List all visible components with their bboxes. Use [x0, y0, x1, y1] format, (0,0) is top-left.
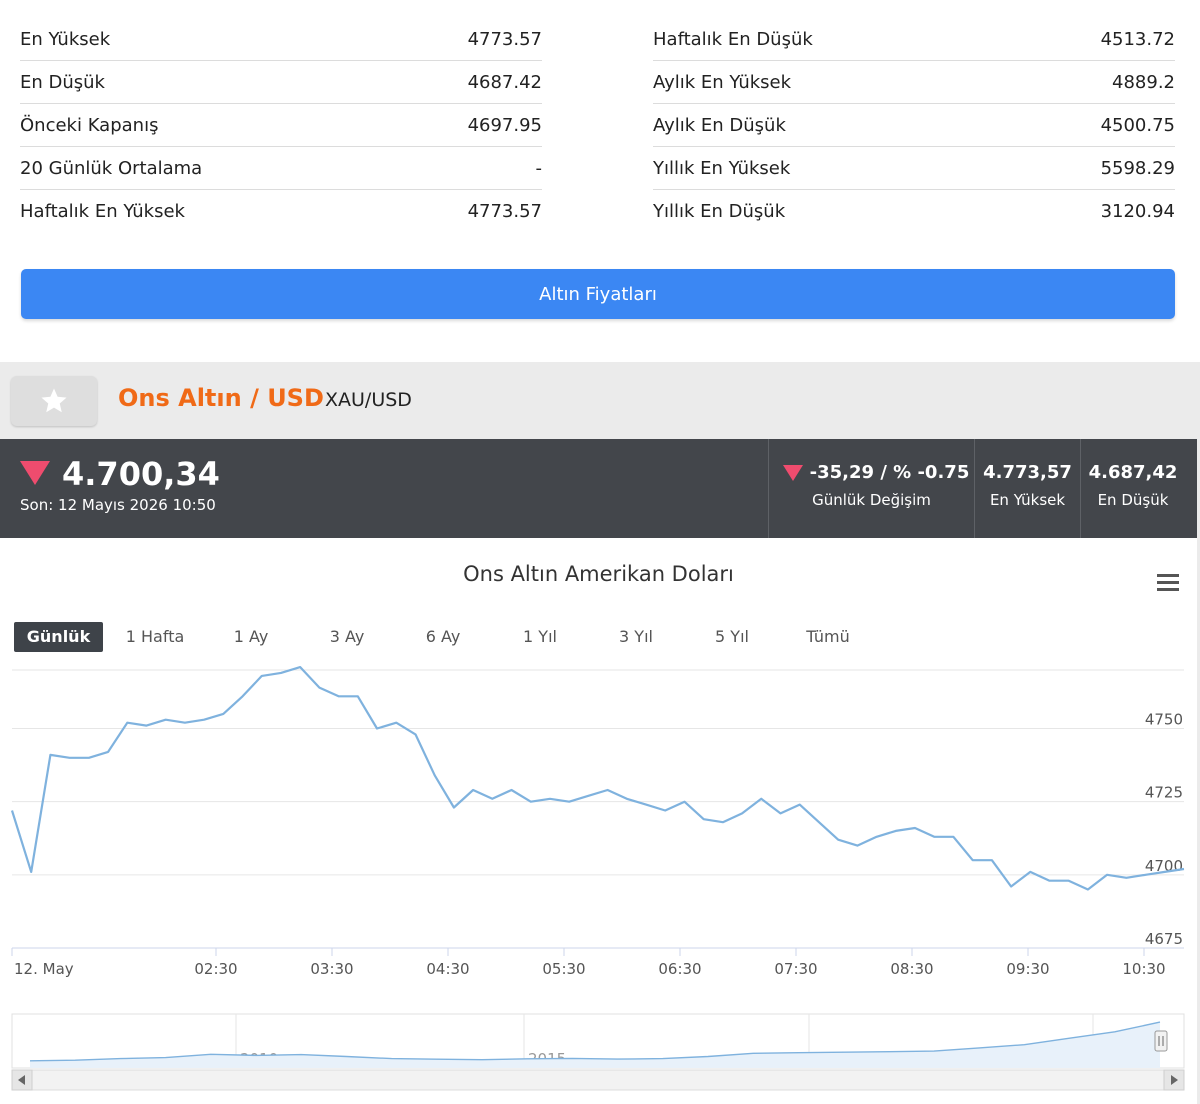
high-value: 4.773,57 [983, 462, 1072, 483]
stat-value: 3120.94 [1100, 201, 1175, 222]
divider [768, 439, 769, 538]
stat-label: 20 Günlük Ortalama [20, 157, 203, 179]
range-button-1-week[interactable]: 1 Hafta [125, 627, 185, 646]
stat-row: Yıllık En Yüksek 5598.29 [653, 147, 1175, 190]
chart-menu-button[interactable] [1155, 572, 1181, 594]
y-tick-label: 4725 [1145, 784, 1183, 802]
scroll-right-icon [1171, 1075, 1178, 1085]
stat-label: Aylık En Düşük [653, 114, 786, 136]
navigator-area [30, 1022, 1160, 1068]
y-tick-label: 4750 [1145, 711, 1183, 729]
x-tick-label: 07:30 [774, 960, 817, 978]
stat-label: En Yüksek [20, 28, 111, 50]
daily-change-cell: -35,29 / % -0.75 Günlük Değişim [769, 439, 974, 538]
stat-label: En Düşük [20, 71, 105, 93]
stat-label: Önceki Kapanış [20, 114, 159, 136]
x-tick-label: 02:30 [194, 960, 237, 978]
x-tick-label: 10:30 [1122, 960, 1165, 978]
range-button-3-years[interactable]: 3 Yıl [619, 627, 653, 646]
stat-label: Haftalık En Düşük [653, 28, 813, 50]
stats-panel: En Yüksek 4773.57 En Düşük 4687.42 Önceki … [0, 0, 1200, 362]
range-button-daily[interactable]: Günlük [14, 622, 103, 652]
range-button-3-months[interactable]: 3 Ay [329, 627, 365, 646]
stat-row: Haftalık En Düşük 4513.72 [653, 18, 1175, 61]
x-tick-label: 03:30 [310, 960, 353, 978]
triangle-down-icon [20, 461, 50, 485]
triangle-down-icon [783, 465, 803, 481]
price-bar: 4.700,34 Son: 12 Mayıs 2026 10:50 -35,29… [0, 439, 1197, 538]
divider [1080, 439, 1081, 538]
daily-change-value: -35,29 / % -0.75 [809, 462, 970, 483]
low-cell: 4.687,42 En Düşük [1081, 439, 1185, 538]
high-cell: 4.773,57 En Yüksek [975, 439, 1080, 538]
scrollbar-track [11, 1069, 1185, 1091]
x-tick-label: 05:30 [542, 960, 585, 978]
gold-prices-button[interactable]: Altın Fiyatları [21, 269, 1175, 319]
favorite-button[interactable] [11, 376, 97, 426]
x-tick-label: 09:30 [1006, 960, 1049, 978]
range-button-1-month[interactable]: 1 Ay [233, 627, 269, 646]
symbol-code: XAU/USD [325, 389, 412, 411]
stat-value: 4687.42 [467, 71, 542, 93]
stats-right-column: Haftalık En Düşük 4513.72 Aylık En Yüksek… [653, 18, 1175, 233]
stat-value: - [535, 157, 543, 179]
star-icon [41, 388, 67, 413]
chart-title: Ons Altın Amerikan Doları [463, 562, 734, 586]
navigator-handle [1154, 1030, 1168, 1052]
stat-value: 4889.2 [1112, 71, 1175, 93]
last-update-time: Son: 12 Mayıs 2026 10:50 [20, 496, 216, 514]
range-button-1-year[interactable]: 1 Yıl [523, 627, 557, 646]
divider [974, 439, 975, 538]
current-price: 4.700,34 [62, 455, 220, 493]
stat-value: 4773.57 [467, 201, 542, 222]
scroll-left-icon [18, 1075, 25, 1085]
range-button-6-months[interactable]: 6 Ay [425, 627, 461, 646]
low-label: En Düşük [1097, 491, 1169, 509]
x-tick-label: 12. May [14, 960, 74, 978]
stat-label: Aylık En Yüksek [653, 71, 792, 93]
stat-value: 4773.57 [467, 28, 542, 50]
stat-label: Yıllık En Yüksek [653, 157, 791, 179]
stat-row: Haftalık En Yüksek 4773.57 [20, 190, 542, 233]
stat-row: Aylık En Düşük 4500.75 [653, 104, 1175, 147]
y-tick-label: 4675 [1145, 930, 1183, 948]
stat-value: 4500.75 [1100, 114, 1175, 136]
x-tick-label: 08:30 [890, 960, 933, 978]
stat-value: 4697.95 [467, 114, 542, 136]
stat-row: En Yüksek 4773.57 [20, 18, 542, 61]
stat-row: Aylık En Yüksek 4889.2 [653, 61, 1175, 104]
symbol-header: Ons Altın / USD XAU/USD [0, 362, 1200, 440]
stat-row: Yıllık En Düşük 3120.94 [653, 190, 1175, 233]
navigator-line [29, 1021, 1161, 1062]
stat-row: En Düşük 4687.42 [20, 61, 542, 104]
range-button-all[interactable]: Tümü [806, 627, 850, 646]
stat-label: Haftalık En Yüksek [20, 201, 185, 222]
daily-change-label: Günlük Değişim [812, 491, 931, 509]
stat-row: Önceki Kapanış 4697.95 [20, 104, 542, 147]
high-label: En Yüksek [989, 491, 1066, 509]
range-button-5-years[interactable]: 5 Yıl [715, 627, 749, 646]
price-line [10, 666, 1185, 891]
x-tick-label: 06:30 [658, 960, 701, 978]
symbol-name: Ons Altın / USD [118, 384, 324, 412]
stat-row: 20 Günlük Ortalama - [20, 147, 542, 190]
stat-label: Yıllık En Düşük [653, 201, 786, 222]
chart-area: 4750 4725 4700 4675 12. May 02:30 03:30 04:30 05… [0, 538, 1197, 1104]
x-tick-label: 04:30 [426, 960, 469, 978]
stats-left-column: En Yüksek 4773.57 En Düşük 4687.42 Önceki … [20, 18, 542, 233]
low-value: 4.687,42 [1088, 462, 1178, 483]
stat-value: 4513.72 [1100, 28, 1175, 50]
stat-value: 5598.29 [1100, 157, 1175, 179]
